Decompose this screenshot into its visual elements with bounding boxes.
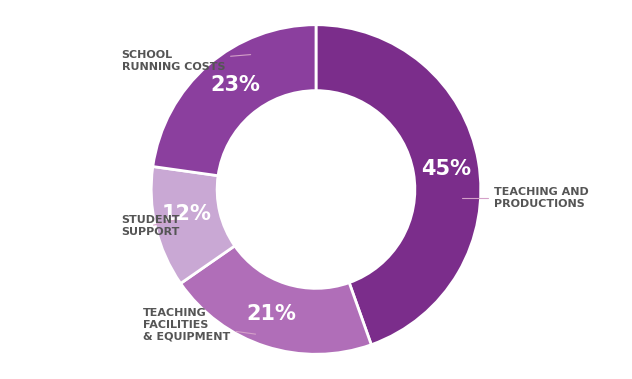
Text: 23%: 23% xyxy=(210,75,260,96)
Wedge shape xyxy=(153,25,316,176)
Text: 12%: 12% xyxy=(162,204,212,224)
Text: 45%: 45% xyxy=(421,159,471,179)
Wedge shape xyxy=(151,166,234,283)
Wedge shape xyxy=(181,246,371,354)
Text: 21%: 21% xyxy=(246,304,296,324)
Text: STUDENT
SUPPORT: STUDENT SUPPORT xyxy=(121,215,180,236)
Wedge shape xyxy=(316,25,481,345)
Text: SCHOOL
RUNNING COSTS: SCHOOL RUNNING COSTS xyxy=(121,50,251,72)
Text: TEACHING AND
PRODUCTIONS: TEACHING AND PRODUCTIONS xyxy=(462,187,589,208)
Text: TEACHING
FACILITIES
& EQUIPMENT: TEACHING FACILITIES & EQUIPMENT xyxy=(143,308,255,341)
